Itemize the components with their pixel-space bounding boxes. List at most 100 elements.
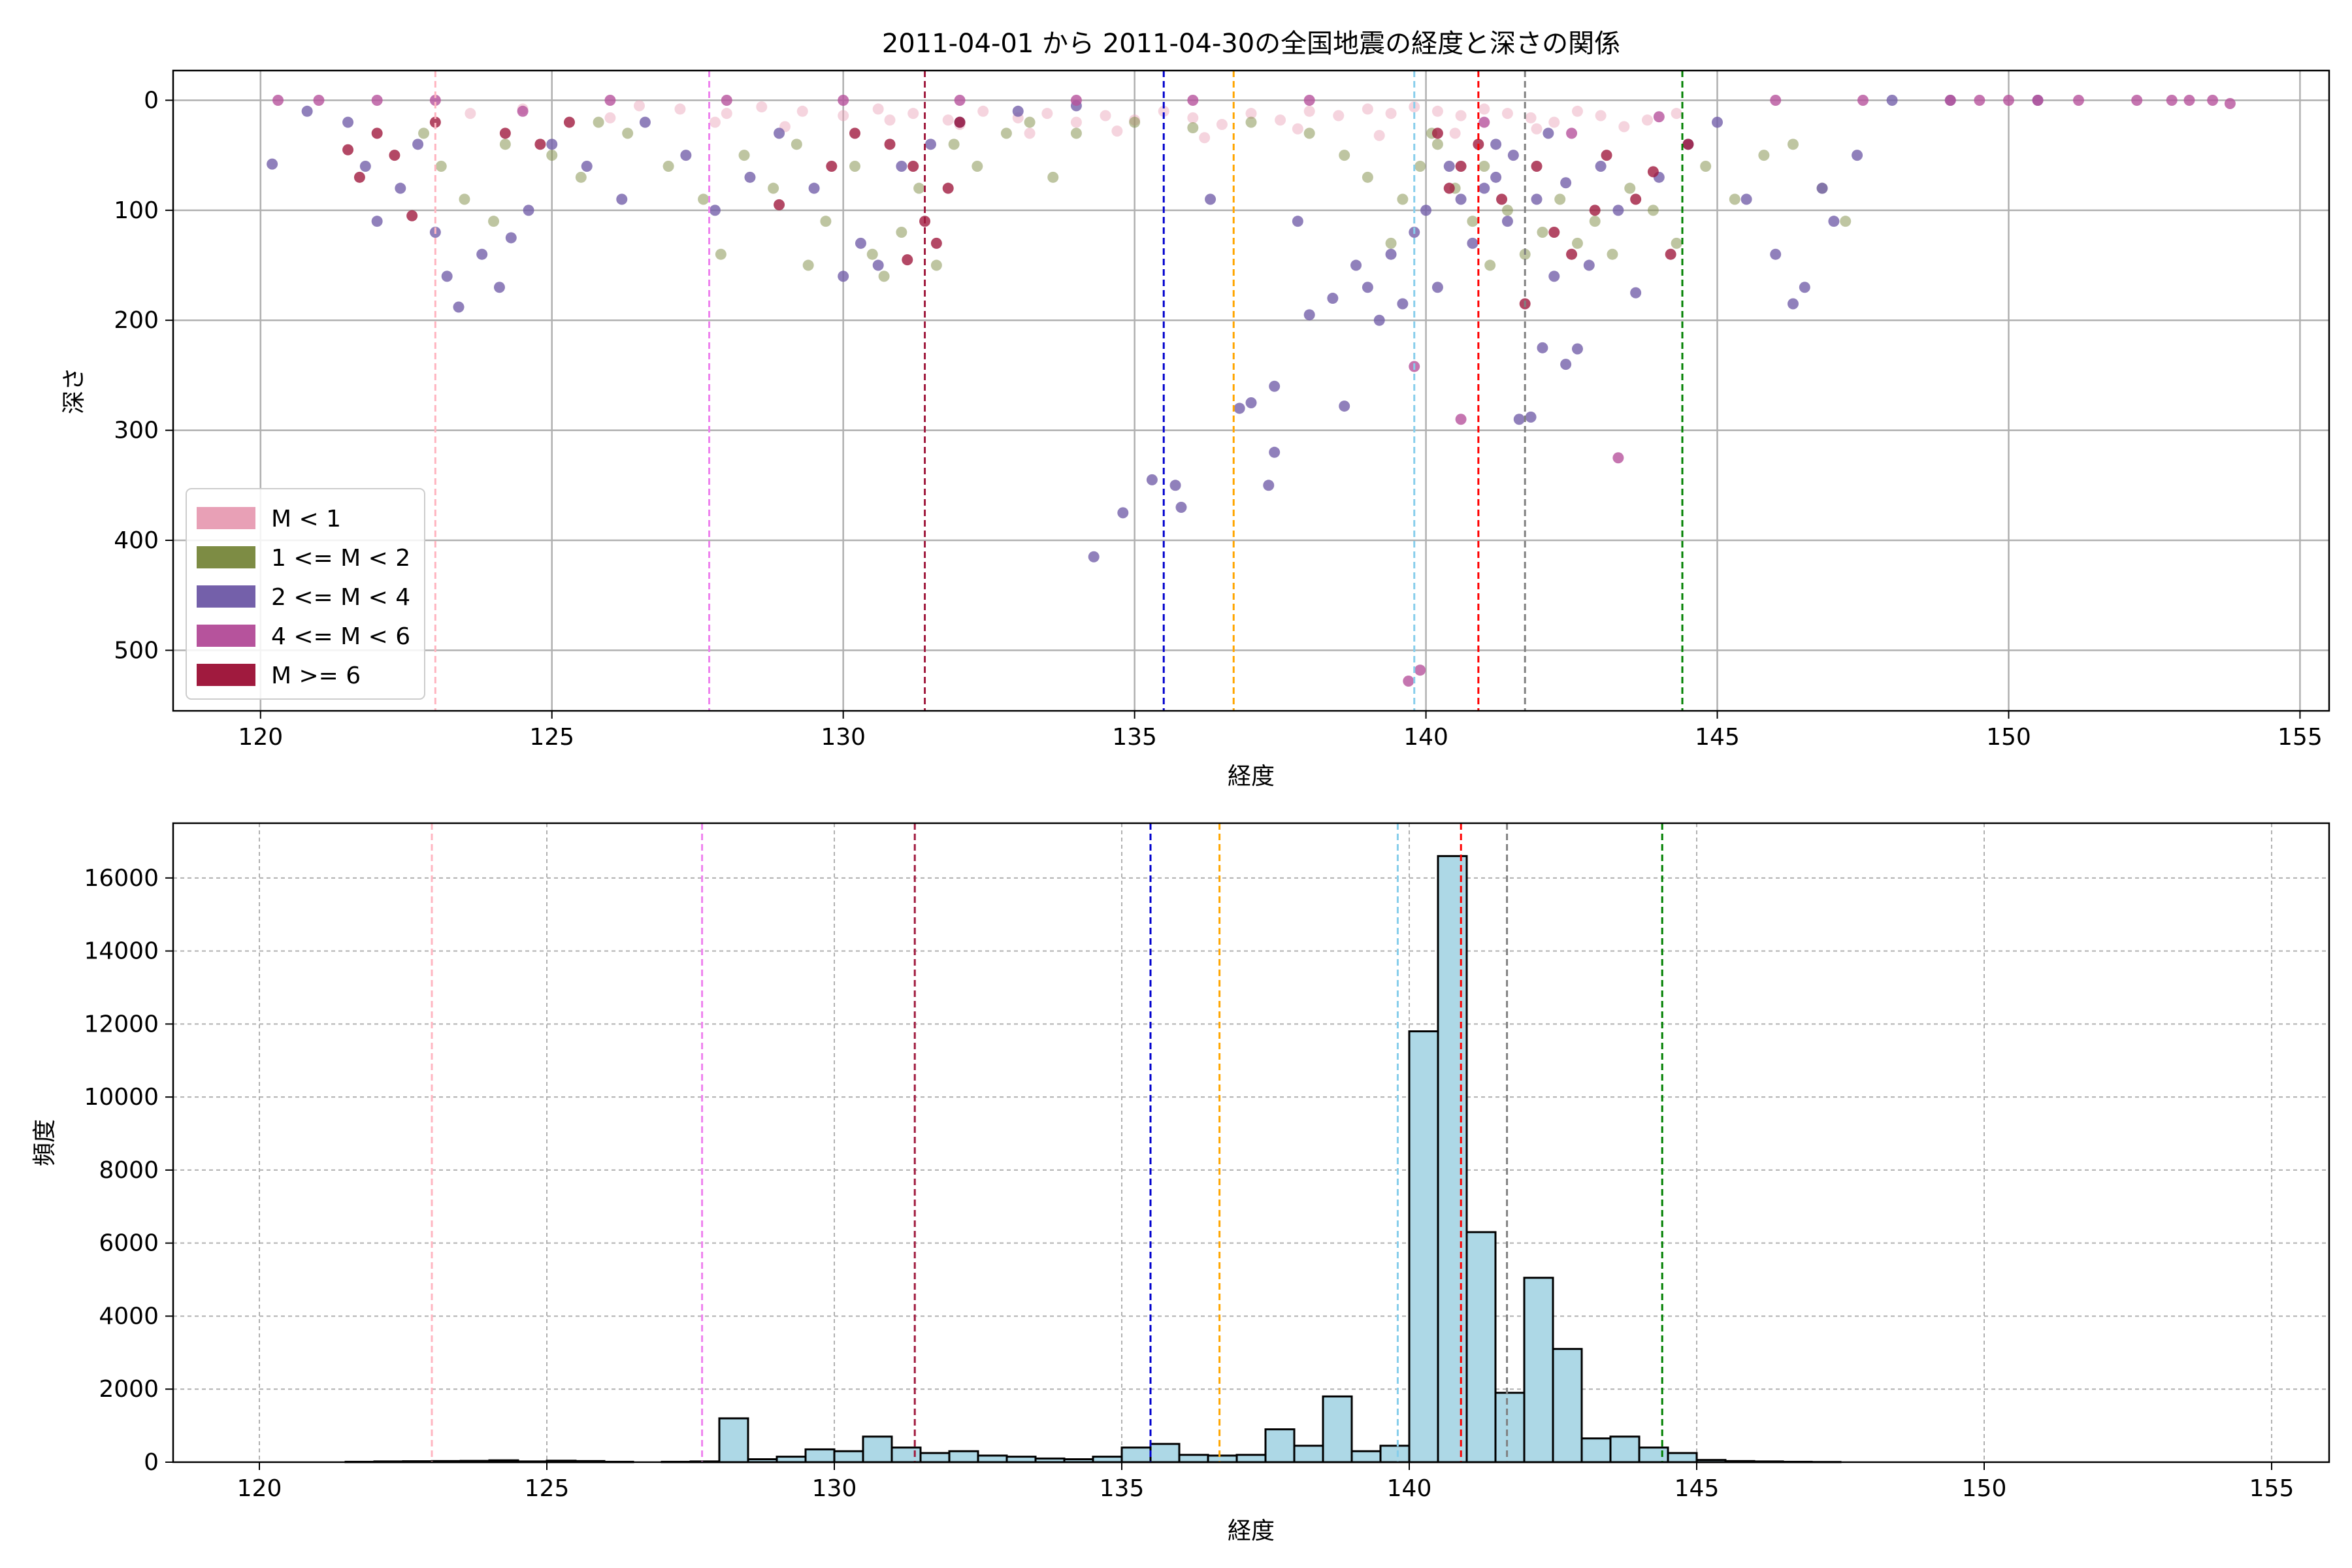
scatter-point [353, 171, 365, 183]
scatter-point [1857, 94, 1869, 106]
scatter-point [1467, 237, 1478, 249]
scatter-point [1828, 216, 1840, 227]
scatter-point [563, 116, 575, 128]
scatter-point [774, 199, 785, 210]
scatter-point [476, 248, 488, 260]
scatter-point [1431, 282, 1443, 293]
scatter-point [1327, 293, 1339, 304]
scatter-point [948, 139, 960, 150]
scatter-point [1187, 112, 1199, 123]
scatter-point [1478, 182, 1490, 194]
scatter-point [1233, 402, 1245, 414]
scatter-point [1403, 676, 1414, 687]
scatter-point [634, 100, 645, 112]
scatter-point [488, 216, 500, 227]
scatter-point [575, 171, 587, 183]
scatter-point [499, 139, 511, 150]
scatter-point [1431, 139, 1443, 150]
scatter-point [1339, 400, 1350, 412]
scatter-point [709, 204, 721, 216]
histogram-bar [1120, 1446, 1152, 1463]
scatter-point [1245, 116, 1257, 128]
histogram-x-tick-label: 125 [525, 1475, 570, 1502]
scatter-legend-label: M < 1 [271, 506, 341, 532]
scatter-point [1292, 123, 1303, 135]
histogram-bar [1322, 1395, 1353, 1463]
scatter-legend-label: 2 <= M < 4 [271, 584, 410, 611]
scatter-point [453, 301, 465, 313]
histogram-bar [1178, 1454, 1209, 1463]
scatter-x-tick-label: 125 [529, 724, 574, 751]
scatter-legend-swatch [197, 507, 255, 529]
scatter-point [1467, 216, 1478, 227]
scatter-point [1362, 171, 1373, 183]
scatter-point [715, 248, 727, 260]
scatter-point [301, 105, 313, 117]
scatter-x-ticks: 120 125 130 135 140 145 150 155 [238, 711, 2323, 751]
scatter-point [802, 259, 814, 271]
scatter-point [1560, 177, 1572, 189]
scatter-point [1158, 105, 1169, 117]
scatter-point [1595, 110, 1607, 122]
scatter-point [1333, 110, 1345, 122]
scatter-point [1548, 270, 1560, 282]
scatter-point [1543, 127, 1554, 139]
histogram-bar [1638, 1446, 1669, 1463]
scatter-point [1385, 108, 1397, 120]
scatter-point [1070, 127, 1082, 139]
scatter-point [1624, 182, 1636, 194]
scatter-point [1275, 114, 1286, 126]
scatter-point [1618, 121, 1630, 133]
histogram-y-tick-label: 12000 [84, 1011, 159, 1037]
scatter-point [1501, 204, 1513, 216]
scatter-point [546, 139, 558, 150]
histogram-bar [1207, 1454, 1238, 1463]
scatter-point [342, 144, 354, 155]
scatter-point [756, 101, 768, 113]
scatter-grid [173, 71, 2329, 711]
scatter-point [1583, 259, 1595, 271]
scatter-point [1589, 204, 1601, 216]
scatter-point [849, 160, 861, 172]
scatter-point [1455, 193, 1467, 205]
scatter-point [674, 103, 686, 115]
scatter-chart: 2011-04-01 から 2011-04-30の全国地震の経度と深さの関係 1… [61, 29, 2330, 790]
scatter-point [1303, 127, 1315, 139]
scatter-point [1816, 182, 1828, 194]
scatter-point [517, 105, 529, 117]
scatter-point [942, 182, 954, 194]
scatter-point [1548, 227, 1560, 238]
scatter-x-tick-label: 145 [1695, 724, 1740, 751]
scatter-point [954, 94, 966, 106]
scatter-legend-swatch [197, 546, 255, 568]
histogram-bar [1293, 1445, 1324, 1463]
scatter-point [267, 158, 278, 170]
scatter-point [1671, 237, 1682, 249]
scatter-point [2166, 94, 2178, 106]
scatter-point [1641, 114, 1653, 126]
histogram-y-tick-label: 4000 [99, 1303, 159, 1330]
scatter-point [808, 182, 820, 194]
scatter-point [1431, 127, 1443, 139]
scatter-point [1263, 480, 1275, 491]
scatter-point [1770, 248, 1782, 260]
scatter-point [1088, 551, 1100, 563]
scatter-point [505, 232, 517, 244]
scatter-point [1944, 94, 1956, 106]
scatter-point [1245, 397, 1257, 409]
scatter-point [1362, 282, 1373, 293]
scatter-x-tick-label: 120 [238, 724, 283, 751]
scatter-point [1531, 160, 1543, 172]
scatter-point [942, 114, 954, 126]
scatter-point [791, 139, 802, 150]
scatter-point [1595, 160, 1607, 172]
scatter-y-axis-label: 深さ [61, 367, 88, 414]
histogram-reference-lines [431, 823, 1663, 1462]
scatter-point [1414, 664, 1426, 676]
histogram-y-tick-label: 16000 [84, 865, 159, 892]
scatter-point [1303, 309, 1315, 321]
scatter-point [1455, 160, 1467, 172]
scatter-point [639, 116, 651, 128]
scatter-point [1571, 343, 1583, 355]
scatter-point [907, 108, 919, 120]
